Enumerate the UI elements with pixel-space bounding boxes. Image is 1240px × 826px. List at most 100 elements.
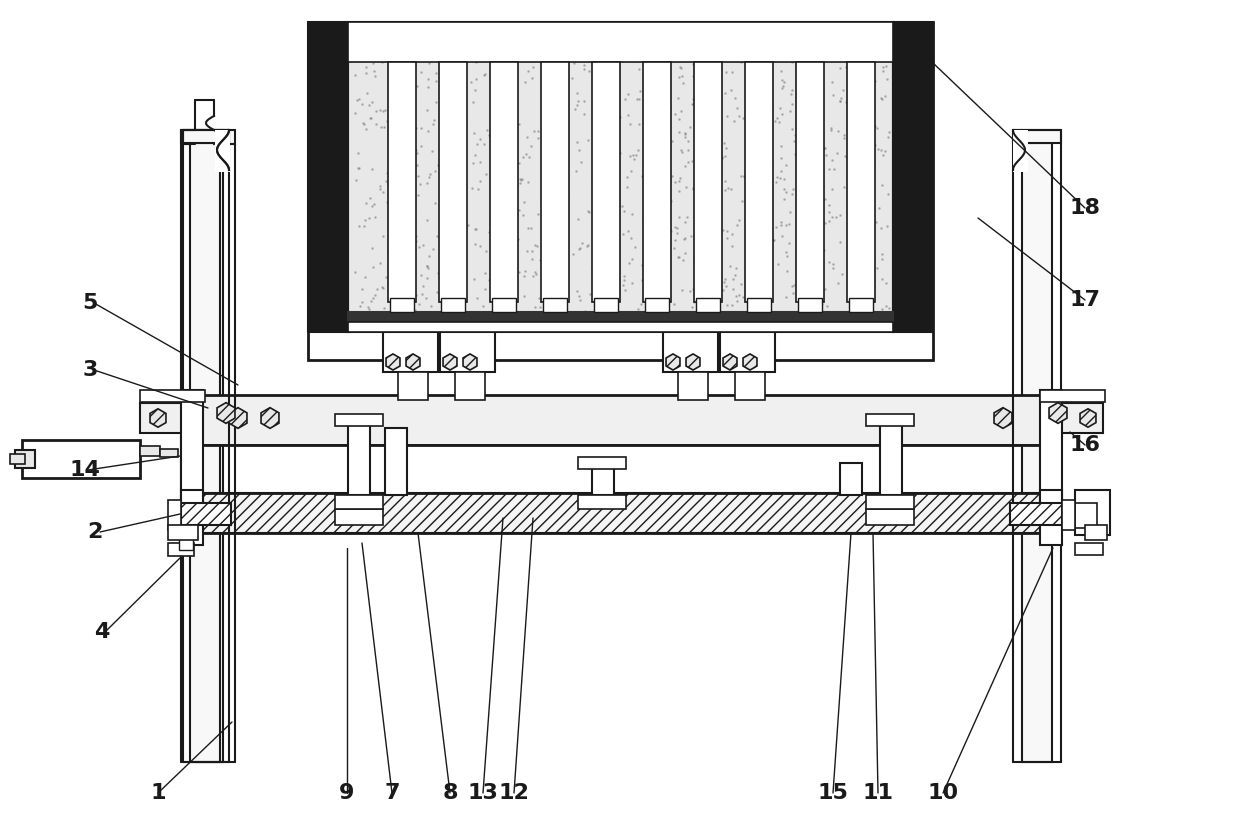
- Bar: [388, 62, 415, 302]
- Bar: [880, 420, 901, 495]
- Bar: [839, 463, 862, 495]
- Bar: [591, 62, 620, 302]
- Bar: [1040, 490, 1061, 545]
- Text: 15: 15: [817, 783, 848, 803]
- Bar: [440, 332, 495, 372]
- Bar: [335, 509, 383, 525]
- Bar: [694, 62, 722, 302]
- Bar: [181, 130, 229, 143]
- Bar: [799, 298, 822, 312]
- Text: 5: 5: [82, 293, 98, 313]
- Text: 16: 16: [1069, 435, 1101, 455]
- Polygon shape: [150, 409, 166, 427]
- Text: 11: 11: [863, 783, 894, 803]
- Bar: [348, 312, 893, 322]
- Bar: [1085, 525, 1107, 540]
- Bar: [160, 449, 179, 457]
- Bar: [746, 298, 771, 312]
- Bar: [541, 62, 569, 302]
- Bar: [1075, 503, 1097, 528]
- Bar: [181, 490, 203, 545]
- Bar: [308, 22, 932, 360]
- Bar: [893, 22, 932, 332]
- Bar: [190, 143, 219, 762]
- Bar: [849, 298, 873, 312]
- Bar: [195, 130, 223, 762]
- Bar: [383, 332, 438, 372]
- Bar: [15, 450, 35, 468]
- Bar: [181, 395, 1060, 445]
- Bar: [140, 390, 205, 402]
- Bar: [391, 298, 414, 312]
- Bar: [1061, 500, 1075, 530]
- Bar: [1013, 130, 1061, 143]
- Polygon shape: [443, 354, 458, 370]
- Bar: [308, 22, 348, 332]
- Bar: [384, 428, 407, 495]
- Bar: [335, 414, 383, 426]
- Bar: [398, 372, 428, 400]
- Bar: [181, 503, 231, 525]
- Bar: [492, 298, 516, 312]
- Bar: [678, 372, 708, 400]
- Bar: [179, 530, 193, 550]
- Bar: [866, 509, 914, 525]
- Text: 13: 13: [467, 783, 498, 803]
- Bar: [1040, 390, 1105, 402]
- Text: 14: 14: [69, 460, 100, 480]
- Bar: [181, 390, 203, 530]
- Bar: [348, 322, 893, 332]
- Text: 18: 18: [1069, 198, 1101, 218]
- Text: 8: 8: [443, 783, 458, 803]
- Bar: [720, 332, 775, 372]
- Text: 2: 2: [87, 522, 103, 542]
- Text: 10: 10: [928, 783, 959, 803]
- Text: 1: 1: [150, 783, 166, 803]
- Polygon shape: [262, 408, 279, 429]
- Bar: [578, 495, 626, 509]
- Text: 9: 9: [340, 783, 355, 803]
- Bar: [578, 457, 626, 469]
- Bar: [663, 332, 718, 372]
- Bar: [1075, 490, 1110, 535]
- Polygon shape: [463, 354, 477, 370]
- Text: 3: 3: [82, 360, 98, 380]
- Bar: [645, 298, 670, 312]
- Bar: [335, 495, 383, 509]
- Bar: [140, 446, 160, 456]
- Polygon shape: [405, 354, 420, 370]
- Bar: [644, 62, 671, 302]
- Bar: [439, 62, 467, 302]
- Bar: [1011, 503, 1061, 525]
- Bar: [745, 62, 773, 302]
- Bar: [348, 420, 370, 495]
- Bar: [181, 493, 1060, 533]
- Bar: [455, 372, 485, 400]
- Bar: [10, 454, 25, 464]
- Bar: [348, 22, 893, 332]
- Bar: [215, 130, 229, 172]
- Bar: [184, 130, 236, 144]
- Bar: [696, 298, 720, 312]
- Polygon shape: [1080, 409, 1096, 427]
- Bar: [167, 525, 198, 540]
- Polygon shape: [1049, 402, 1066, 424]
- Bar: [441, 298, 465, 312]
- Bar: [167, 543, 193, 556]
- Bar: [1048, 403, 1104, 433]
- Bar: [594, 298, 618, 312]
- Bar: [847, 62, 875, 302]
- Bar: [1013, 130, 1028, 172]
- Polygon shape: [723, 354, 737, 370]
- Text: 17: 17: [1069, 290, 1101, 310]
- Polygon shape: [743, 354, 756, 370]
- Polygon shape: [686, 354, 699, 370]
- Polygon shape: [994, 408, 1012, 429]
- Bar: [591, 463, 614, 495]
- Bar: [543, 298, 567, 312]
- Bar: [735, 372, 765, 400]
- Text: 4: 4: [94, 622, 109, 642]
- Bar: [866, 414, 914, 426]
- Bar: [1075, 543, 1104, 555]
- Polygon shape: [217, 402, 234, 424]
